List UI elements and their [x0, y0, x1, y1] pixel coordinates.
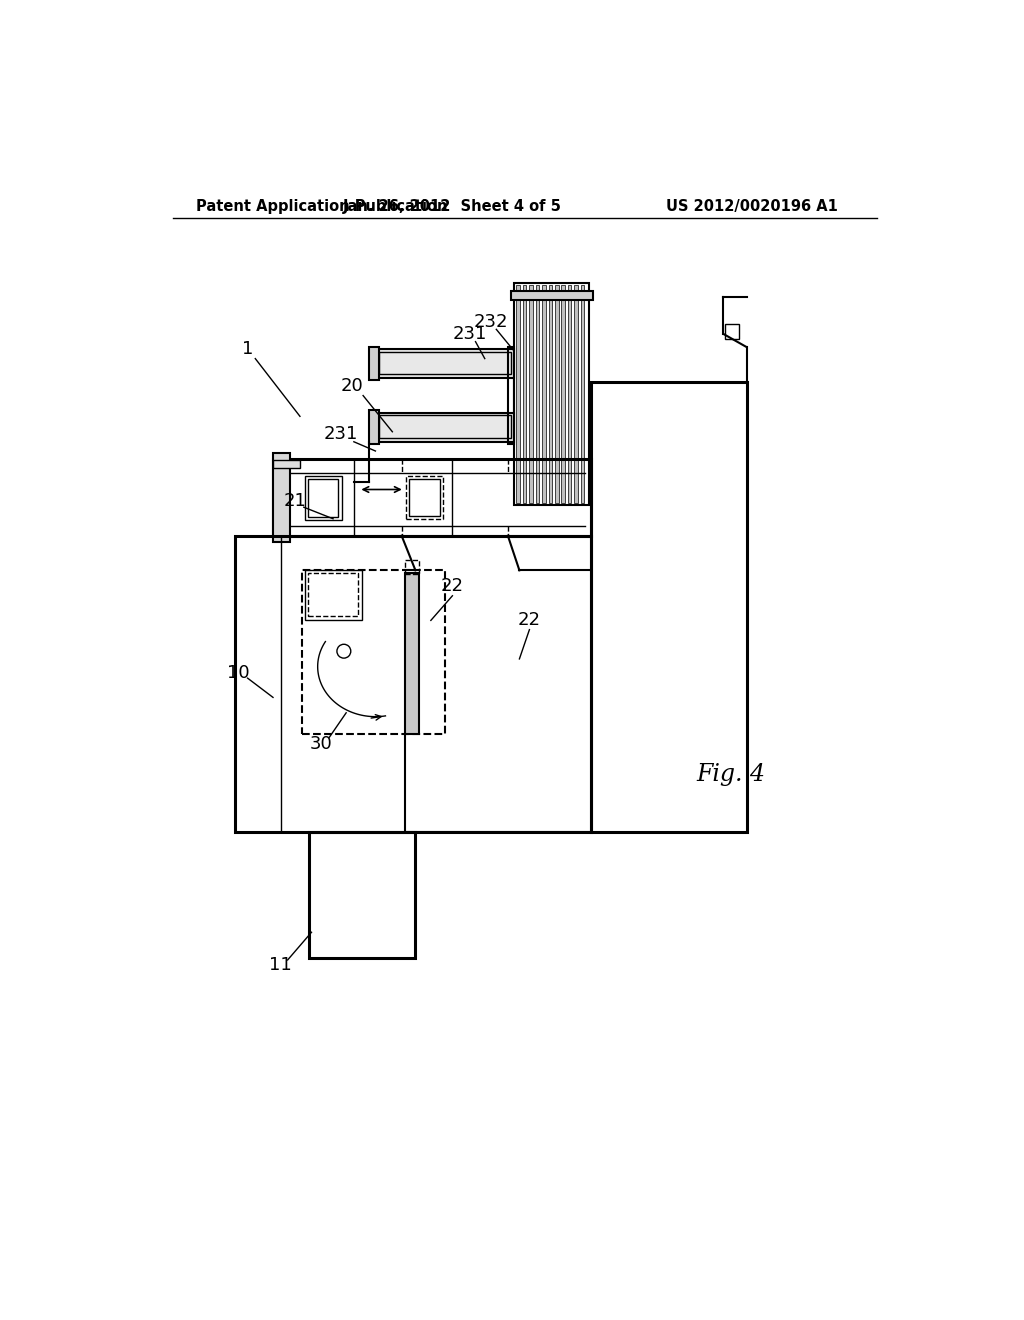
Bar — [542, 285, 546, 503]
Text: 11: 11 — [268, 957, 291, 974]
Text: 21: 21 — [283, 492, 306, 510]
Bar — [523, 285, 526, 503]
Bar — [574, 285, 578, 503]
Bar — [508, 347, 514, 444]
Text: 231: 231 — [324, 425, 358, 444]
Text: 30: 30 — [310, 735, 333, 752]
Bar — [549, 285, 552, 503]
Bar — [529, 285, 532, 503]
Bar — [410, 479, 440, 516]
Bar — [304, 570, 362, 620]
Bar — [591, 381, 746, 832]
Bar — [370, 411, 379, 444]
Bar — [370, 347, 379, 380]
Bar — [304, 475, 342, 520]
Text: 231: 231 — [453, 325, 486, 343]
Bar — [561, 285, 565, 503]
Bar — [379, 351, 511, 374]
Bar — [555, 285, 558, 503]
Text: 22: 22 — [441, 577, 464, 595]
Text: Jan. 26, 2012  Sheet 4 of 5: Jan. 26, 2012 Sheet 4 of 5 — [343, 198, 562, 214]
Text: US 2012/0020196 A1: US 2012/0020196 A1 — [666, 198, 838, 214]
Text: 232: 232 — [474, 313, 508, 330]
Bar — [376, 350, 514, 378]
Bar — [725, 323, 739, 339]
Bar — [511, 290, 593, 300]
Bar — [307, 479, 339, 517]
Bar — [404, 573, 419, 734]
Bar — [309, 832, 416, 958]
Bar — [273, 453, 290, 543]
Bar — [568, 285, 571, 503]
Text: Patent Application Publication: Patent Application Publication — [196, 198, 447, 214]
Bar — [307, 573, 357, 615]
Bar — [516, 285, 520, 503]
Text: Fig. 4: Fig. 4 — [696, 763, 766, 785]
Text: 1: 1 — [242, 341, 253, 358]
Bar — [536, 285, 540, 503]
Bar — [301, 570, 444, 734]
Bar — [273, 459, 591, 536]
Bar — [404, 560, 419, 574]
Bar — [376, 412, 514, 442]
Text: 22: 22 — [518, 611, 541, 630]
Bar — [273, 461, 300, 469]
Bar — [379, 414, 511, 438]
Bar — [514, 284, 590, 506]
Bar — [234, 536, 591, 832]
Text: 10: 10 — [227, 664, 250, 681]
Bar — [407, 475, 443, 519]
Bar — [581, 285, 585, 503]
Text: 20: 20 — [341, 376, 364, 395]
